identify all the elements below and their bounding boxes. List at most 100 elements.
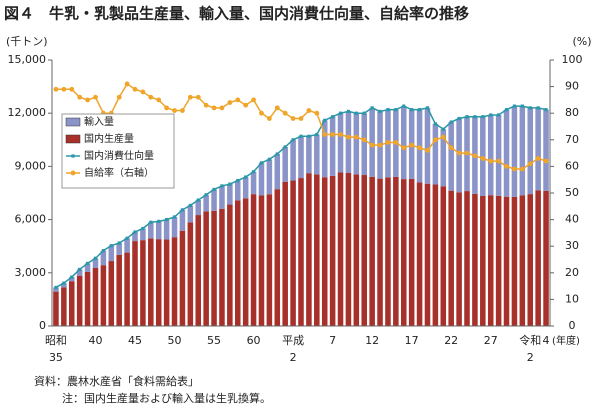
point xyxy=(544,108,548,112)
bar-segment xyxy=(53,287,59,292)
point xyxy=(62,281,66,285)
bar-segment xyxy=(290,139,296,181)
point xyxy=(410,108,414,112)
point xyxy=(251,170,256,174)
point xyxy=(188,203,192,208)
bar-segment xyxy=(100,250,107,266)
y2-tick-label: 0 xyxy=(569,319,576,332)
point xyxy=(543,158,549,164)
bar-segment xyxy=(345,111,352,173)
y-axis-label: (千トン) xyxy=(6,35,48,48)
point xyxy=(504,108,509,112)
point xyxy=(519,166,525,172)
bar-segment xyxy=(361,175,368,326)
bar-segment xyxy=(203,194,209,212)
point xyxy=(180,208,185,212)
x-tick-label: 45 xyxy=(128,334,142,347)
bar-segment xyxy=(211,210,217,326)
y2-tick-label: 80 xyxy=(565,106,579,119)
point xyxy=(361,137,367,143)
point xyxy=(196,198,200,202)
bar-segment xyxy=(543,190,549,326)
point xyxy=(378,109,382,114)
bar-segment xyxy=(68,281,75,326)
bar-segment xyxy=(211,189,217,211)
legend-marker xyxy=(70,170,76,176)
point xyxy=(393,140,399,145)
bar-segment xyxy=(108,261,115,326)
bar-segment xyxy=(171,237,178,326)
bar-segment xyxy=(187,205,194,223)
bar-segment xyxy=(84,271,91,326)
bar-segment xyxy=(487,114,494,196)
point xyxy=(330,132,336,137)
bar-segment xyxy=(306,136,312,174)
bar-segment xyxy=(535,190,541,326)
bar-segment xyxy=(250,194,257,326)
bar-segment xyxy=(92,267,99,326)
x-tick-label: 35 xyxy=(49,351,63,364)
bar-segment xyxy=(432,123,439,185)
bar-segment xyxy=(472,193,478,326)
point xyxy=(227,100,233,105)
bar-segment xyxy=(148,222,154,239)
bar-segment xyxy=(369,176,375,326)
point xyxy=(78,267,82,272)
point xyxy=(425,106,430,110)
bar-segment xyxy=(140,240,146,326)
y2-tick-label: 50 xyxy=(565,186,579,199)
y-tick-label: 0 xyxy=(39,319,46,332)
bar-segment xyxy=(337,172,344,326)
bar-segment xyxy=(108,245,115,262)
point xyxy=(417,108,422,112)
bar-segment xyxy=(440,186,447,326)
point xyxy=(282,110,288,116)
point xyxy=(290,116,296,121)
point xyxy=(457,116,461,121)
bar-segment xyxy=(527,194,534,326)
point xyxy=(124,81,130,87)
bar-segment xyxy=(195,200,202,216)
point xyxy=(346,109,351,114)
bar-segment xyxy=(487,195,494,326)
point xyxy=(212,187,216,192)
bar-segment xyxy=(163,239,170,326)
point xyxy=(520,104,524,108)
point xyxy=(93,256,98,260)
bar-segment xyxy=(314,174,320,326)
bar-segment xyxy=(179,230,186,326)
point xyxy=(117,241,121,245)
y2-tick-label: 70 xyxy=(565,133,579,146)
point xyxy=(203,102,209,108)
point xyxy=(93,94,98,100)
point xyxy=(512,104,517,108)
point xyxy=(116,94,122,100)
point xyxy=(528,106,532,110)
point xyxy=(432,137,438,143)
point xyxy=(149,220,153,224)
point xyxy=(488,158,494,164)
point xyxy=(172,215,177,219)
y2-axis-label: (%) xyxy=(572,35,591,48)
point xyxy=(464,150,470,156)
bar-segment xyxy=(132,232,138,242)
bar-segment xyxy=(68,277,75,282)
point xyxy=(425,148,430,153)
point xyxy=(481,115,485,119)
point xyxy=(441,127,445,131)
bar-segment xyxy=(511,106,518,197)
bar-segment xyxy=(495,114,502,196)
point xyxy=(362,111,366,115)
legend-box xyxy=(61,113,175,189)
point xyxy=(53,86,59,92)
point xyxy=(180,108,185,113)
point xyxy=(69,86,75,92)
bar-segment xyxy=(321,177,328,326)
point xyxy=(535,156,541,161)
x-axis-label: (年度) xyxy=(552,334,580,347)
bar-segment xyxy=(306,173,312,326)
x-tick-label: 2 xyxy=(527,351,534,364)
point xyxy=(85,261,90,266)
bar-segment xyxy=(495,195,502,326)
